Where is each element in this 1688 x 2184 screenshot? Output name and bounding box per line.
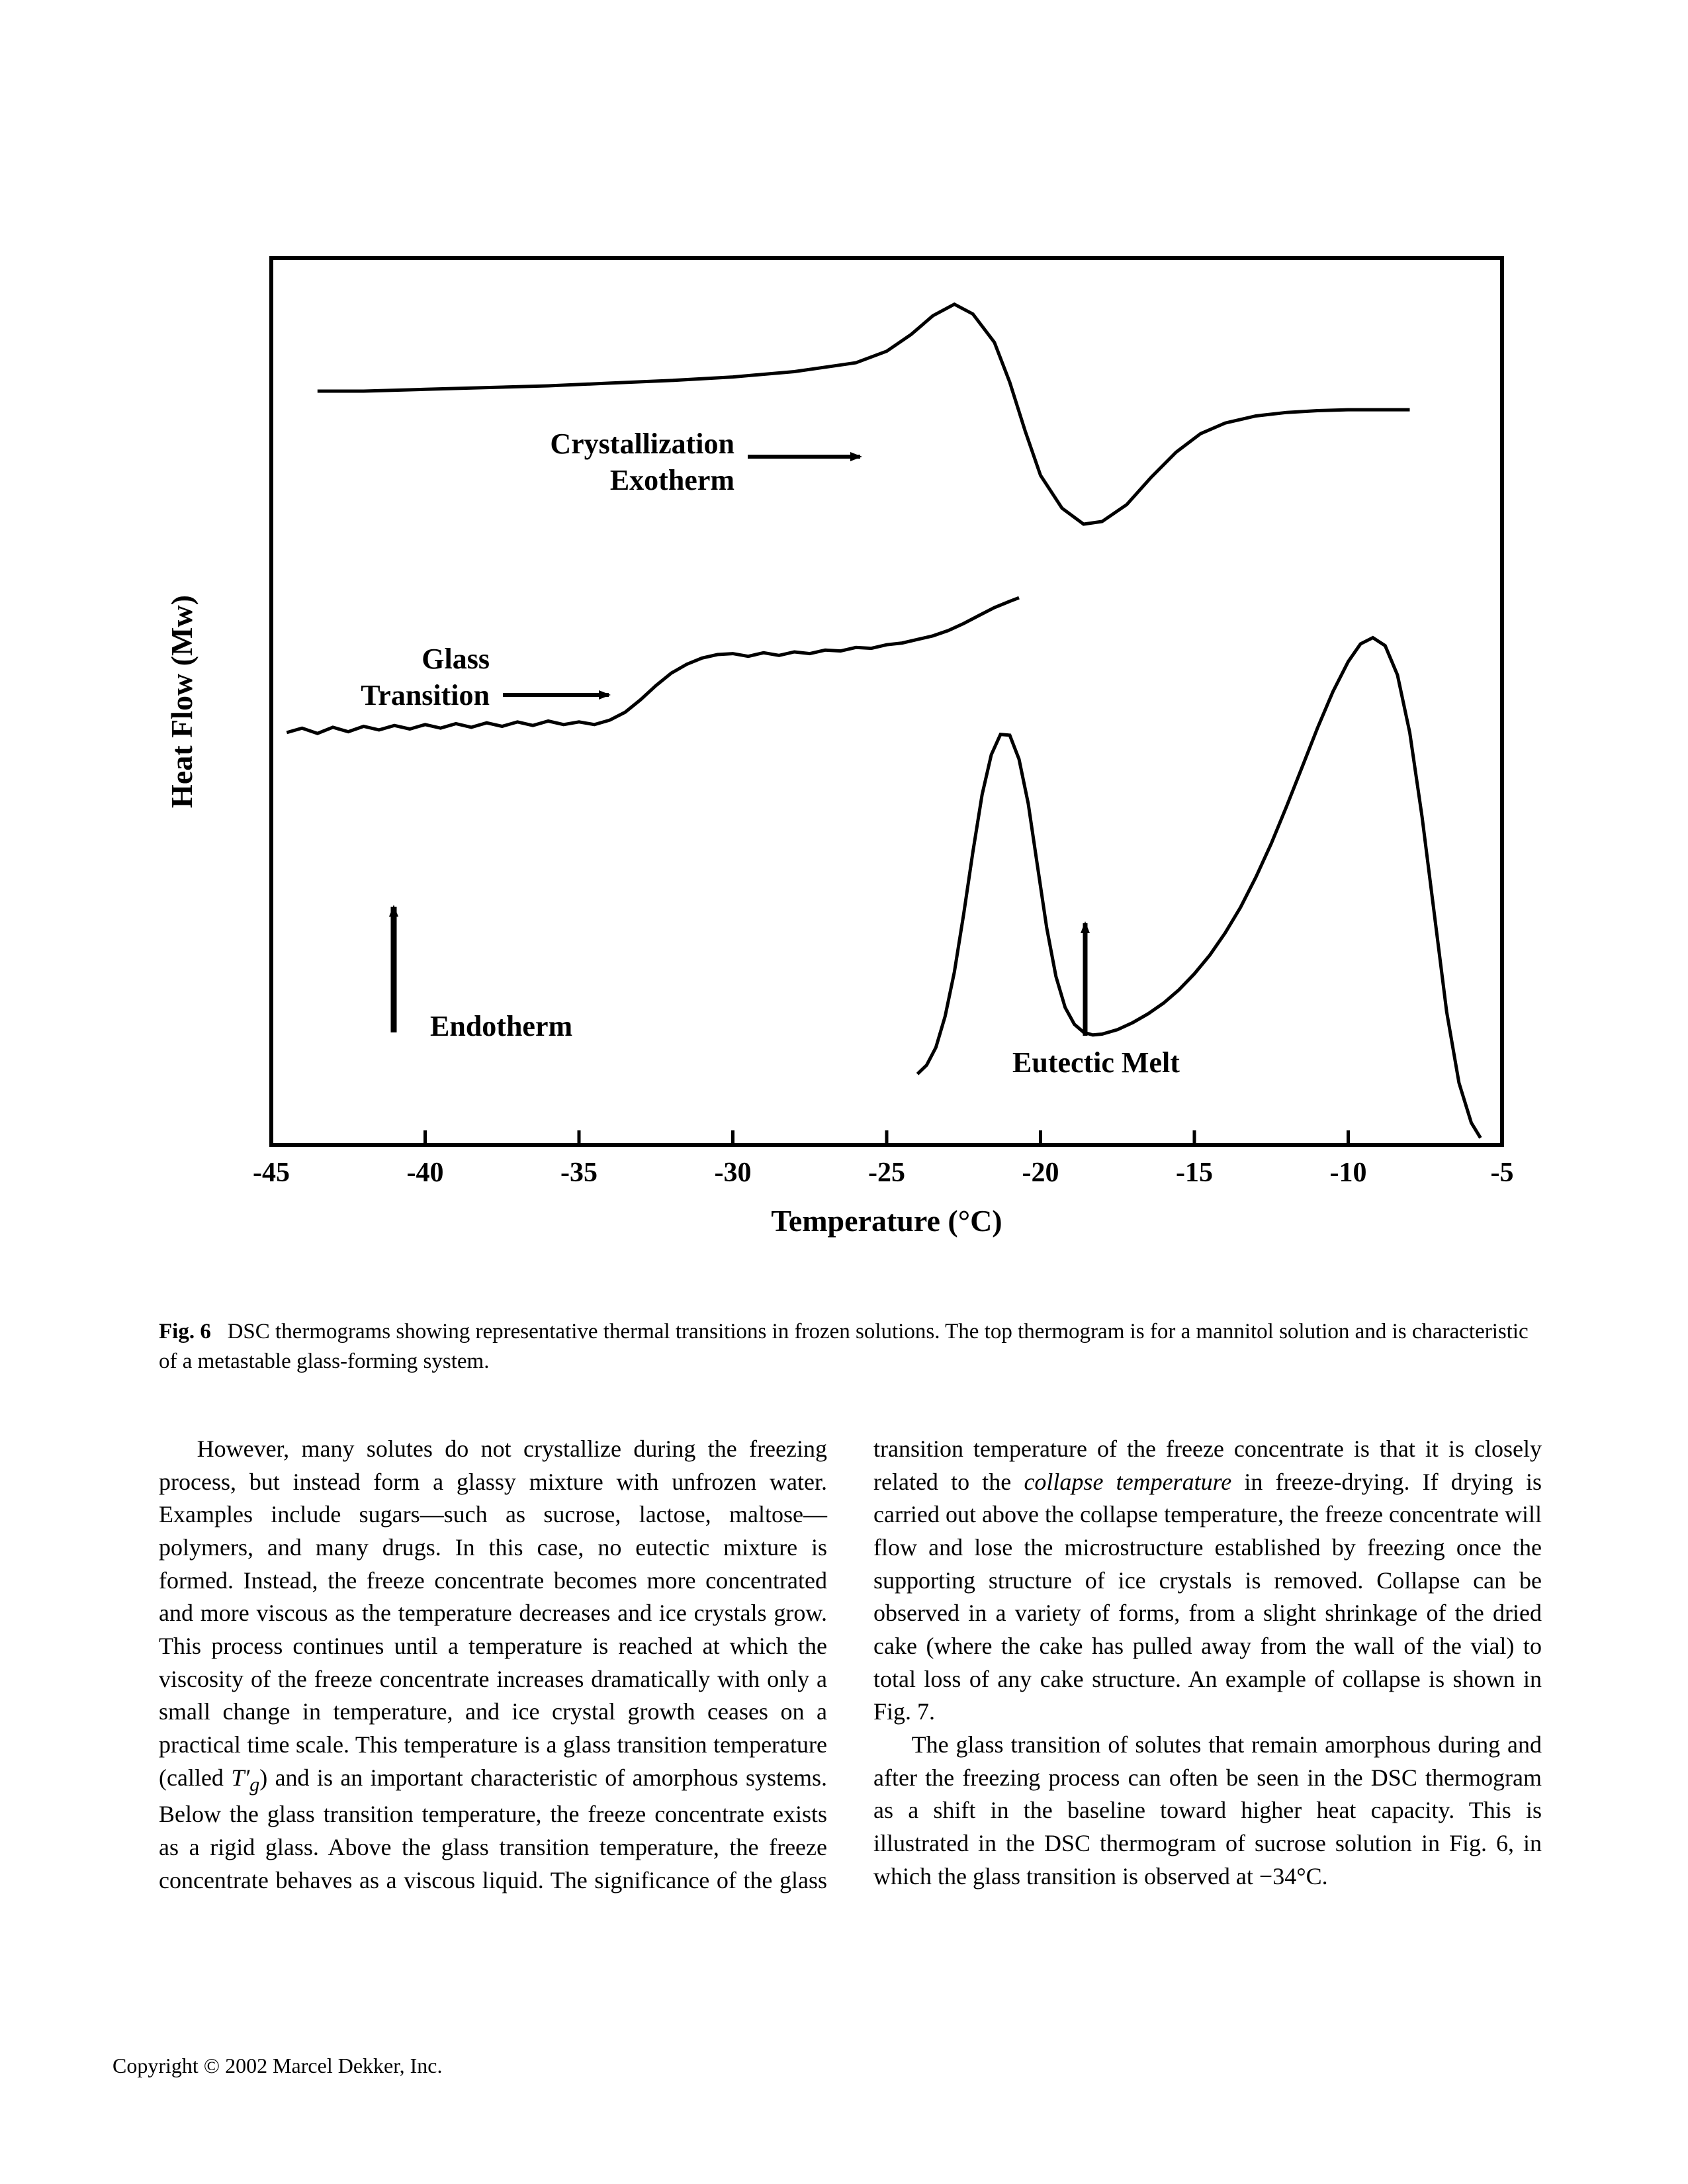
caption-text: DSC thermograms showing representative t… [159, 1320, 1529, 1373]
thermogram-top [318, 304, 1410, 524]
annotation-crystallization: Crystallization Exotherm [550, 428, 860, 496]
annotation-glass-transition: Glass Transition [361, 643, 609, 711]
svg-text:Endotherm: Endotherm [430, 1010, 572, 1042]
body-text: However, many solutes do not crystallize… [159, 1433, 1542, 1897]
thermogram-bottom [918, 638, 1481, 1138]
dsc-thermogram-chart: -45 -40 -35 -30 -25 -20 -15 -10 -5 Tempe… [146, 245, 1535, 1284]
p1-a: However, many solutes do not crystallize… [159, 1435, 827, 1791]
caption-label: Fig. 6 [159, 1320, 211, 1343]
xtick--30: -30 [715, 1158, 752, 1188]
x-ticks [271, 1130, 1502, 1145]
svg-text:Eutectic Melt: Eutectic Melt [1012, 1046, 1180, 1079]
xtick--5: -5 [1491, 1158, 1514, 1188]
figure-6: -45 -40 -35 -30 -25 -20 -15 -10 -5 Tempe… [146, 245, 1535, 1284]
xtick--15: -15 [1176, 1158, 1213, 1188]
y-axis-label: Heat Flow (Mw) [165, 595, 199, 808]
xtick--45: -45 [253, 1158, 290, 1188]
x-tick-labels: -45 -40 -35 -30 -25 -20 -15 -10 -5 [253, 1158, 1514, 1188]
p1-c: in freeze-drying. If drying is carried o… [873, 1469, 1542, 1725]
xtick--35: -35 [560, 1158, 598, 1188]
x-axis-label: Temperature (°C) [771, 1204, 1002, 1238]
svg-text:Exotherm: Exotherm [610, 464, 734, 496]
svg-text:Transition: Transition [361, 679, 490, 711]
copyright-line: Copyright © 2002 Marcel Dekker, Inc. [112, 2054, 442, 2078]
tg-symbol: T′g [231, 1764, 259, 1791]
page: -45 -40 -35 -30 -25 -20 -15 -10 -5 Tempe… [0, 0, 1688, 2184]
collapse-temperature-term: collapse temperature [1024, 1469, 1231, 1495]
svg-text:Glass: Glass [422, 643, 490, 675]
figure-caption: Fig. 6 DSC thermograms showing represent… [159, 1317, 1548, 1376]
xtick--25: -25 [868, 1158, 905, 1188]
annotation-endotherm: Endotherm [394, 907, 572, 1042]
thermogram-middle [287, 598, 1019, 733]
svg-text:Crystallization: Crystallization [550, 428, 734, 460]
paragraph-2: The glass transition of solutes that rem… [873, 1729, 1542, 1893]
xtick--10: -10 [1330, 1158, 1367, 1188]
xtick--20: -20 [1022, 1158, 1059, 1188]
xtick--40: -40 [407, 1158, 444, 1188]
annotation-eutectic-melt: Eutectic Melt [1012, 923, 1180, 1079]
